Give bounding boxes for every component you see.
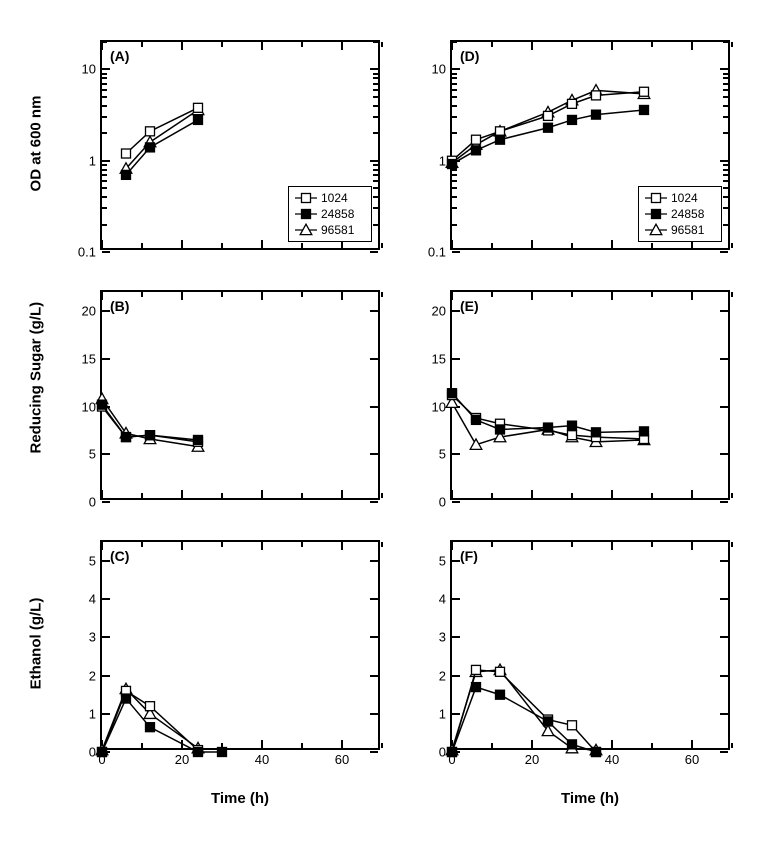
x-axis-label: Time (h) <box>190 790 290 807</box>
panel-letter: (D) <box>460 48 479 64</box>
plot-area: 0123450204060 <box>450 540 730 750</box>
y-tick-label: 1 <box>439 153 452 168</box>
y-tick-label: 0.1 <box>428 245 452 260</box>
y-tick-label: 0 <box>89 495 102 510</box>
y-tick-label: 3 <box>89 630 102 645</box>
panel-letter: (A) <box>110 48 129 64</box>
plot-area: 0.111010242485896581 <box>450 40 730 250</box>
x-tick-label: 0 <box>448 748 455 767</box>
legend-item-1024: 1024 <box>645 190 715 206</box>
y-tick-label: 1 <box>439 706 452 721</box>
panel-E: 05101520(E) <box>450 290 730 500</box>
x-tick-label: 60 <box>335 748 349 767</box>
panel-letter: (B) <box>110 298 129 314</box>
legend-label: 24858 <box>317 207 354 221</box>
y-axis-label: OD at 600 nm <box>28 84 45 204</box>
legend-label: 24858 <box>667 207 704 221</box>
x-tick-label: 20 <box>525 748 539 767</box>
series-layer <box>452 292 732 502</box>
plot-area: 0.111010242485896581 <box>100 40 380 250</box>
series-layer <box>102 292 382 502</box>
y-tick-label: 20 <box>432 304 452 319</box>
y-tick-label: 10 <box>82 62 102 77</box>
y-tick-label: 15 <box>432 351 452 366</box>
panel-letter: (E) <box>460 298 479 314</box>
panel-A: 0.111010242485896581(A) <box>100 40 380 250</box>
y-tick-label: 3 <box>439 630 452 645</box>
y-axis-label: Ethanol (g/L) <box>28 584 45 704</box>
legend-item-24858: 24858 <box>295 206 365 222</box>
y-tick-label: 1 <box>89 706 102 721</box>
panel-D: 0.111010242485896581(D) <box>450 40 730 250</box>
legend-item-96581: 96581 <box>295 222 365 238</box>
panel-letter: (F) <box>460 548 478 564</box>
y-tick-label: 4 <box>439 592 452 607</box>
x-axis-label: Time (h) <box>540 790 640 807</box>
y-tick-label: 15 <box>82 351 102 366</box>
plot-area: 05101520 <box>100 290 380 500</box>
y-tick-label: 10 <box>432 62 452 77</box>
panel-F: 0123450204060(F) <box>450 540 730 750</box>
series-layer <box>452 542 732 752</box>
y-tick-label: 2 <box>89 668 102 683</box>
y-tick-label: 10 <box>82 399 102 414</box>
legend-item-96581: 96581 <box>645 222 715 238</box>
legend-item-24858: 24858 <box>645 206 715 222</box>
panel-letter: (C) <box>110 548 129 564</box>
y-tick-label: 20 <box>82 304 102 319</box>
legend-label: 96581 <box>667 223 704 237</box>
y-tick-label: 5 <box>89 554 102 569</box>
x-tick-label: 40 <box>255 748 269 767</box>
legend: 1024 24858 96581 <box>638 186 722 242</box>
y-tick-label: 5 <box>89 447 102 462</box>
y-tick-label: 2 <box>439 668 452 683</box>
figure-root: 0.111010242485896581(A)05101520(B)012345… <box>0 0 784 859</box>
y-tick-label: 10 <box>432 399 452 414</box>
x-tick-label: 40 <box>605 748 619 767</box>
legend-item-1024: 1024 <box>295 190 365 206</box>
plot-area: 0123450204060 <box>100 540 380 750</box>
legend: 1024 24858 96581 <box>288 186 372 242</box>
x-tick-label: 0 <box>98 748 105 767</box>
legend-label: 96581 <box>317 223 354 237</box>
x-tick-label: 20 <box>175 748 189 767</box>
panel-C: 0123450204060(C) <box>100 540 380 750</box>
legend-label: 1024 <box>317 191 348 205</box>
y-tick-label: 4 <box>89 592 102 607</box>
y-axis-label: Reducing Sugar (g/L) <box>28 334 45 454</box>
plot-area: 05101520 <box>450 290 730 500</box>
y-tick-label: 0 <box>439 495 452 510</box>
legend-label: 1024 <box>667 191 698 205</box>
series-layer <box>102 542 382 752</box>
y-tick-label: 5 <box>439 554 452 569</box>
y-tick-label: 5 <box>439 447 452 462</box>
y-tick-label: 1 <box>89 153 102 168</box>
y-tick-label: 0.1 <box>78 245 102 260</box>
x-tick-label: 60 <box>685 748 699 767</box>
panel-B: 05101520(B) <box>100 290 380 500</box>
